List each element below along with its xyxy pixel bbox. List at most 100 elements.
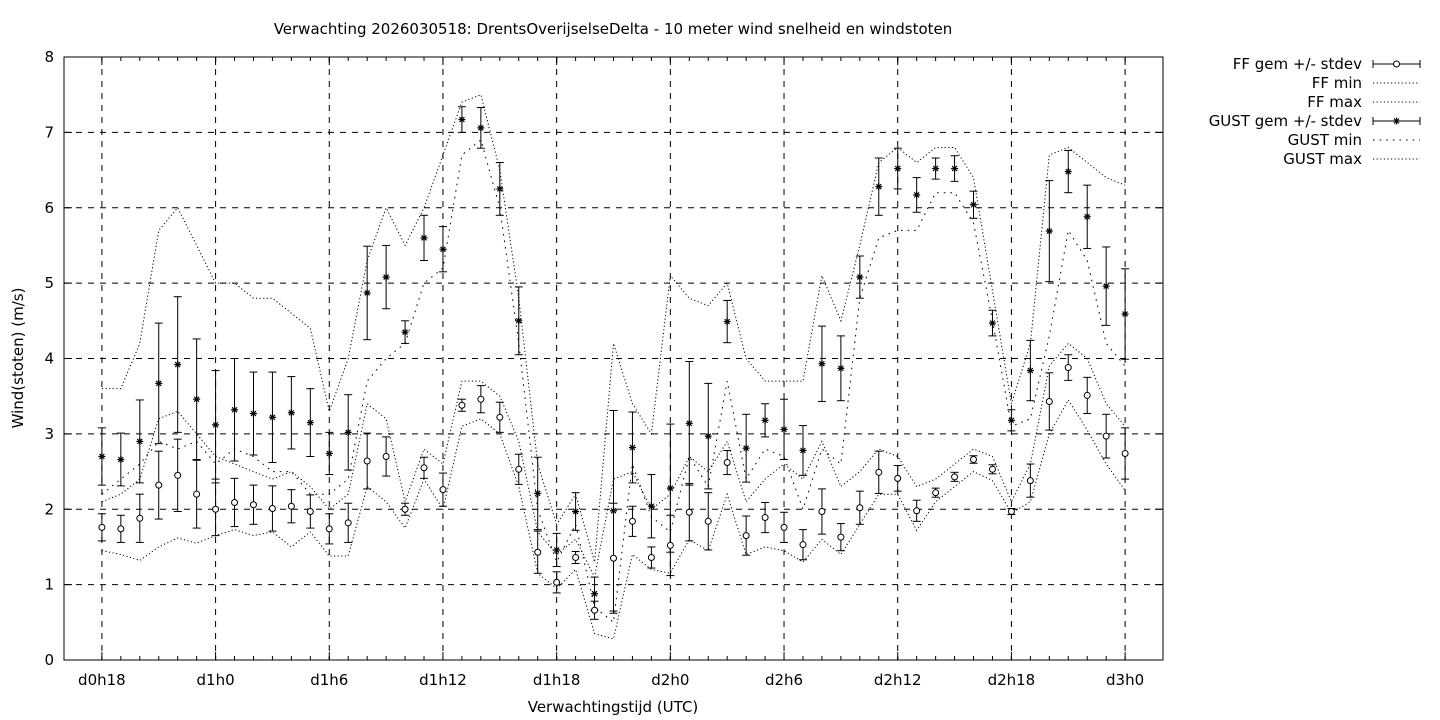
gust-gem-stdev-point [136, 438, 143, 445]
gust-gem-stdev-point [421, 235, 427, 241]
x-tick-label: d3h0 [1106, 671, 1144, 689]
ff-gem-stdev-point [913, 507, 921, 515]
ff-gem-stdev-point [534, 548, 542, 556]
y-tick-label: 2 [44, 500, 54, 518]
ff-gem-stdev-point [837, 533, 845, 541]
gust-gem-stdev-point [875, 183, 882, 190]
gust-gem-stdev-point [496, 186, 503, 192]
gust-gem-stdev-point [1084, 213, 1091, 220]
ff-gem-stdev-point [970, 456, 978, 464]
legend-label-ff-gem-stdev: FF gem +/- stdev [1233, 55, 1362, 73]
ff-gem-stdev-point [685, 508, 693, 516]
gust-gem-stdev-point [212, 421, 219, 428]
gust-gem-stdev-point [932, 165, 939, 172]
axes: 0 1 2 3 4 5 6 7 8 d0h18 d1h0 d1h6 d1h12 d1h18 d2h0 d2h6… [44, 48, 1163, 689]
ff-gem-stdev-point [439, 486, 447, 494]
gust-gem-stdev-point [591, 590, 598, 597]
y-tick-label: 4 [44, 350, 54, 368]
x-tick-label: d2h18 [988, 671, 1036, 689]
ff-gem-stdev-point [666, 541, 674, 549]
ff-gem-stdev-point [193, 490, 201, 498]
gust-gem-stdev-point [1065, 168, 1072, 175]
gust-gem-stdev-point [155, 380, 162, 387]
gust-gem-stdev-point [856, 274, 863, 280]
ff-gem-stdev-point [799, 541, 807, 549]
gust-gem-stdev-point [288, 409, 295, 416]
ff-gem-stdev-point [742, 532, 750, 540]
y-tick-label: 3 [44, 425, 54, 443]
ff-gem-stdev-point [1026, 477, 1034, 485]
x-axis-label: Verwachtingstijd (UTC) [528, 698, 699, 716]
gust-gem-stdev-point [1027, 367, 1034, 374]
gust-gem-stdev-point [686, 420, 693, 427]
gust-gem-stdev-point [951, 165, 958, 172]
x-tick-label: d1h18 [533, 671, 581, 689]
ff-gem-stdev-point [723, 459, 731, 467]
gust-gem-stdev-point [629, 444, 636, 451]
gust-gem-stdev-point [99, 453, 105, 460]
ff-gem-stdev-point [856, 504, 864, 512]
ff-gem-stdev-point [988, 465, 996, 473]
legend-label-gust-max: GUST max [1283, 150, 1362, 168]
legend-label-gust-gem-stdev: GUST gem +/- stdev [1209, 112, 1362, 130]
legend-marker-ff-gem-stdev [1393, 60, 1400, 68]
gust-gem-stdev-point [1046, 228, 1053, 234]
ff-gem-stdev-point [268, 504, 276, 512]
ff-gem-stdev-point [458, 401, 466, 409]
ff-gem-stdev-point [155, 481, 163, 489]
gust-gem-stdev-point [970, 201, 977, 208]
ff-gem-stdev-point [306, 508, 314, 516]
legend-label-ff-min: FF min [1312, 74, 1362, 92]
gust-gem-stdev-point [724, 318, 731, 325]
gust-gem-stdev-point [1103, 283, 1110, 290]
gust-gem-stdev-point [459, 116, 465, 123]
gust-gem-stdev-point [743, 445, 750, 452]
ff-gem-stdev-point [591, 606, 599, 614]
y-tick-label: 6 [44, 199, 54, 217]
x-tick-label: d2h0 [651, 671, 689, 689]
gust-gem-stdev-point [477, 124, 484, 131]
gust-gem-stdev-point [193, 396, 200, 403]
gust-gem-stdev-point [553, 547, 560, 553]
x-tick-label: d1h12 [419, 671, 467, 689]
x-tick-label: d1h6 [310, 671, 348, 689]
gust-gem-stdev-point [648, 503, 655, 510]
gust-gem-stdev-point [383, 274, 389, 280]
ff-gem-stdev-point [951, 473, 959, 481]
ff-gem-stdev-point [553, 578, 561, 586]
gust-gem-stdev-point [345, 429, 352, 436]
gust-gem-stdev-point [781, 426, 787, 433]
ff-gem-stdev-point [420, 464, 428, 472]
gust-gem-stdev-point [440, 246, 446, 253]
gust-gem-stdev-point [913, 192, 920, 198]
ff-gem-stdev-point [117, 525, 125, 533]
ff-gem-stdev-point [1064, 364, 1072, 372]
gust-gem-stdev-point [174, 361, 181, 368]
ff-gem-stdev-point [647, 553, 655, 561]
gust-gem-stdev-point [269, 414, 276, 421]
gust-gem-stdev-point [364, 290, 371, 296]
gust-gem-stdev-point [1122, 311, 1128, 317]
ff-gem-stdev-point [212, 505, 220, 513]
ff-gem-stdev-point [98, 523, 106, 531]
ff-gem-stdev-point [382, 452, 390, 460]
gust-gem-stdev-point [610, 507, 617, 514]
gust-gem-stdev-point [800, 447, 806, 454]
y-axis-label: Wind(stoten) (m/s) [9, 288, 27, 429]
gust-gem-stdev-point [117, 456, 124, 463]
legend-marker-gust-gem-stdev [1393, 118, 1400, 124]
y-tick-label: 1 [44, 576, 54, 594]
ff-gem-stdev-point [515, 465, 523, 473]
ff-gem-stdev-point [325, 525, 333, 533]
ff-gem-stdev-point [628, 517, 636, 525]
ff-gem-stdev-point [1121, 449, 1129, 457]
y-tick-label: 8 [44, 48, 54, 66]
ff-gem-stdev-point [477, 395, 485, 403]
legend-label-ff-max: FF max [1307, 93, 1362, 111]
chart-title: Verwachting 2026030518: DrentsOverijsels… [274, 20, 953, 38]
gust-gem-stdev-point [326, 450, 333, 457]
gust-gem-stdev-point [705, 433, 712, 440]
ff-gem-stdev-point [231, 498, 239, 506]
ff-gem-stdev-point [401, 505, 409, 513]
